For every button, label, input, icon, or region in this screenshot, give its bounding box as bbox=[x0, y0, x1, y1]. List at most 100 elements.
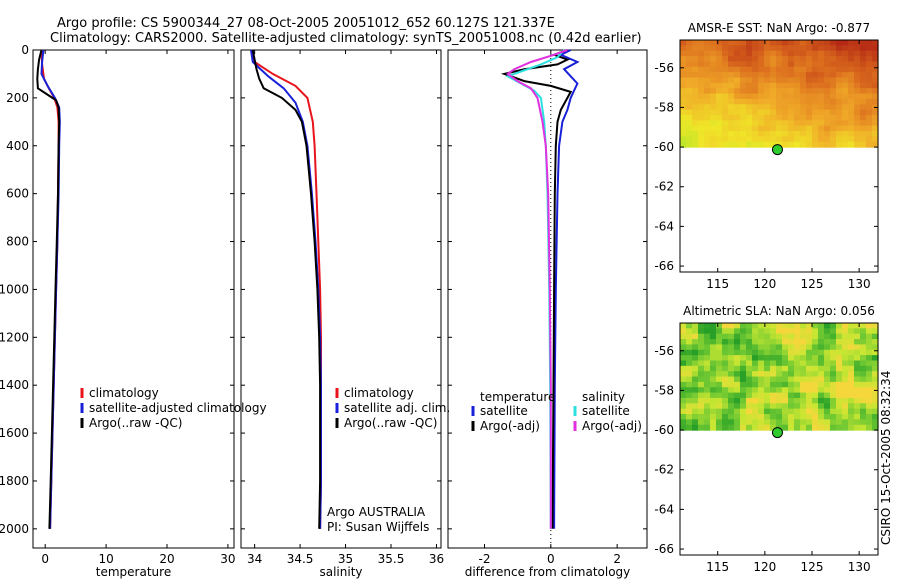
series-salinity-argo-adj- bbox=[505, 49, 568, 529]
altimetric-sla-map-cell bbox=[806, 339, 813, 346]
amsr-e-sst-map-cell bbox=[812, 141, 819, 148]
altimetric-sla-map-cell bbox=[872, 328, 879, 335]
amsr-e-sst-map-cell bbox=[866, 141, 873, 148]
amsr-e-sst-map-cell bbox=[740, 45, 747, 52]
amsr-e-sst-map-cell bbox=[782, 136, 789, 143]
altimetric-sla-map-cell bbox=[752, 419, 759, 426]
amsr-e-sst-map-cell bbox=[836, 50, 843, 57]
altimetric-sla-map-cell bbox=[722, 403, 729, 410]
altimetric-sla-map-cell bbox=[686, 328, 693, 335]
altimetric-sla-map-cell bbox=[752, 392, 759, 399]
altimetric-sla-map-cell bbox=[812, 360, 819, 367]
altimetric-sla-map-cell bbox=[812, 333, 819, 340]
salinity-profile-xlabel: salinity bbox=[319, 565, 362, 579]
altimetric-sla-map-cell bbox=[686, 414, 693, 420]
altimetric-sla-map-cell bbox=[692, 414, 699, 420]
amsr-e-sst-map-cell bbox=[860, 50, 867, 57]
amsr-e-sst-map-cell bbox=[836, 45, 843, 52]
amsr-e-sst-map-cell bbox=[686, 125, 693, 132]
altimetric-sla-map-cell bbox=[860, 408, 867, 415]
amsr-e-sst-map-cell bbox=[734, 61, 741, 68]
amsr-e-sst-map-cell bbox=[752, 56, 759, 63]
amsr-e-sst-map-cell bbox=[692, 72, 699, 79]
altimetric-sla-map-cell bbox=[794, 360, 801, 367]
altimetric-sla-map-cell bbox=[824, 355, 831, 362]
amsr-e-sst-map-cell bbox=[770, 61, 777, 68]
altimetric-sla-map-cell bbox=[770, 323, 777, 329]
altimetric-sla-map-cell bbox=[860, 339, 867, 346]
altimetric-sla-map-cell bbox=[728, 333, 735, 340]
altimetric-sla-map-cell bbox=[842, 414, 849, 420]
amsr-e-sst-map-cell bbox=[728, 56, 735, 63]
altimetric-sla-map-cell bbox=[788, 376, 795, 383]
amsr-e-sst-map-cell bbox=[746, 131, 753, 137]
amsr-e-sst-map-cell bbox=[854, 40, 861, 46]
amsr-e-sst-map-cell bbox=[752, 88, 759, 95]
amsr-e-sst-map-cell bbox=[698, 40, 705, 46]
altimetric-sla-map-cell bbox=[866, 360, 873, 367]
altimetric-sla-map-cell bbox=[716, 419, 723, 426]
amsr-e-sst-map-cell bbox=[686, 104, 693, 111]
amsr-e-sst-map-cell bbox=[806, 77, 813, 84]
amsr-e-sst-map-cell bbox=[710, 104, 717, 111]
altimetric-sla-map-cell bbox=[860, 414, 867, 420]
amsr-e-sst-map-cell bbox=[824, 56, 831, 63]
altimetric-sla-map-cell bbox=[704, 376, 711, 383]
altimetric-sla-map-cell bbox=[818, 344, 825, 351]
altimetric-sla-map-cell bbox=[710, 381, 717, 388]
amsr-e-sst-map-cell bbox=[764, 61, 771, 68]
amsr-e-sst-map-cell bbox=[788, 125, 795, 132]
altimetric-sla-map-cell bbox=[866, 365, 873, 372]
altimetric-sla-map-cell bbox=[800, 414, 807, 420]
amsr-e-sst-map-cell bbox=[872, 136, 879, 143]
altimetric-sla-map-cell bbox=[866, 419, 873, 426]
temperature-profile-xtick-label: 10 bbox=[98, 552, 113, 566]
amsr-e-sst-map-cell bbox=[704, 82, 711, 89]
altimetric-sla-map-cell bbox=[716, 339, 723, 346]
amsr-e-sst-map-cell bbox=[752, 104, 759, 111]
altimetric-sla-map-cell bbox=[872, 397, 879, 404]
altimetric-sla-map-cell bbox=[872, 414, 879, 420]
amsr-e-sst-map-cell bbox=[704, 72, 711, 79]
altimetric-sla-map-cell bbox=[710, 360, 717, 367]
altimetric-sla-map-cell bbox=[752, 333, 759, 340]
altimetric-sla-map-cell bbox=[860, 323, 867, 329]
altimetric-sla-map-cell bbox=[788, 424, 795, 431]
amsr-e-sst-map-cell bbox=[782, 77, 789, 84]
amsr-e-sst-map-cell bbox=[764, 109, 771, 116]
altimetric-sla-map-cell bbox=[794, 424, 801, 431]
amsr-e-sst-map-cell bbox=[710, 77, 717, 84]
altimetric-sla-map-cell bbox=[722, 323, 729, 329]
amsr-e-sst-map-cell bbox=[722, 45, 729, 52]
altimetric-sla-map-cell bbox=[746, 419, 753, 426]
altimetric-sla-map-cell bbox=[710, 333, 717, 340]
amsr-e-sst-map-cell bbox=[776, 82, 783, 89]
amsr-e-sst-map-cell bbox=[698, 82, 705, 89]
altimetric-sla-map-cell bbox=[872, 339, 879, 346]
altimetric-sla-map-cell bbox=[770, 355, 777, 362]
amsr-e-sst-map-cell bbox=[770, 93, 777, 100]
altimetric-sla-map-cell bbox=[710, 371, 717, 378]
altimetric-sla-map-cell bbox=[830, 414, 837, 420]
amsr-e-sst-map-cell bbox=[704, 104, 711, 111]
amsr-e-sst-map-cell bbox=[734, 88, 741, 95]
amsr-e-sst-map-cell bbox=[848, 66, 855, 73]
amsr-e-sst-map-cell bbox=[680, 109, 687, 116]
altimetric-sla-map-cell bbox=[734, 323, 741, 329]
altimetric-sla-map-cell bbox=[818, 355, 825, 362]
amsr-e-sst-map-cell bbox=[860, 45, 867, 52]
altimetric-sla-map-cell bbox=[728, 355, 735, 362]
altimetric-sla-map-cell bbox=[680, 381, 687, 388]
altimetric-sla-map-cell bbox=[860, 344, 867, 351]
amsr-e-sst-map-cell bbox=[818, 136, 825, 143]
altimetric-sla-map-cell bbox=[812, 323, 819, 329]
altimetric-sla-map-cell bbox=[776, 392, 783, 399]
altimetric-sla-map-cell bbox=[800, 360, 807, 367]
amsr-e-sst-map-cell bbox=[728, 50, 735, 57]
amsr-e-sst-map-cell bbox=[788, 40, 795, 46]
altimetric-sla-map-cell bbox=[770, 392, 777, 399]
altimetric-sla-map-cell bbox=[836, 424, 843, 431]
amsr-e-sst-map-cell bbox=[746, 141, 753, 148]
altimetric-sla-map-cell bbox=[716, 397, 723, 404]
amsr-e-sst-map-cell bbox=[728, 109, 735, 116]
